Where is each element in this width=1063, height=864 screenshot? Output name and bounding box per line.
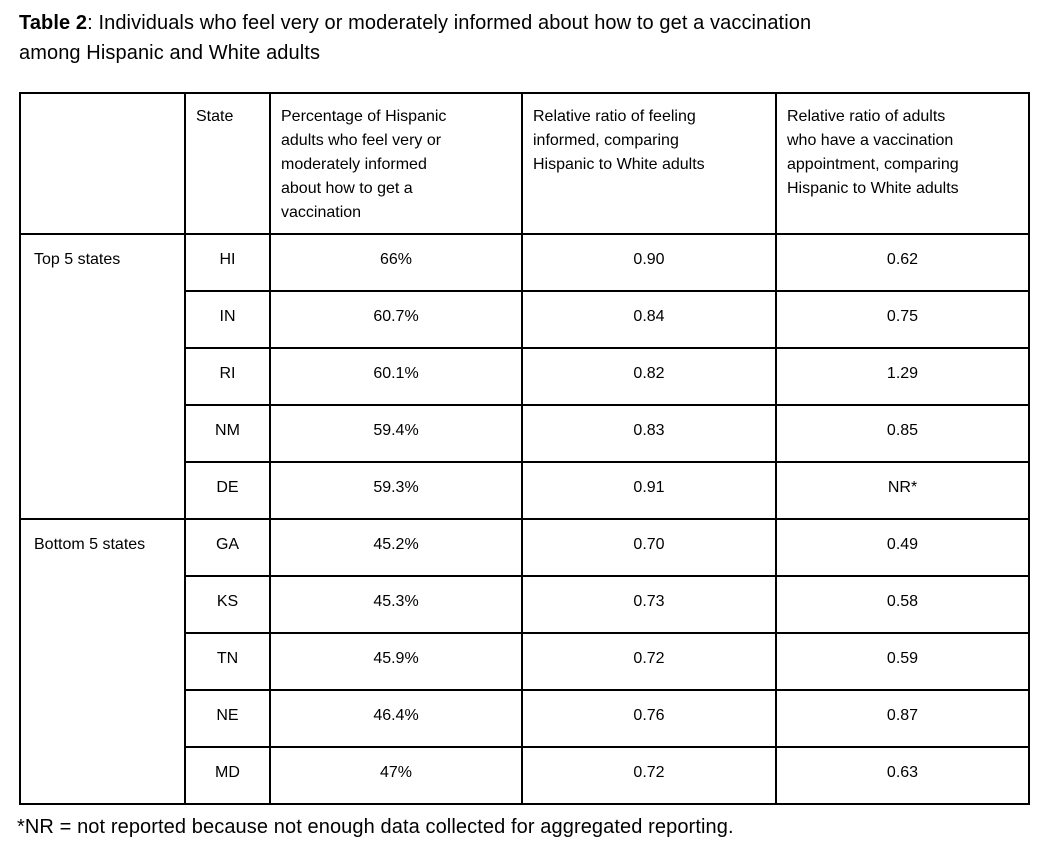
table-title-text-line2: among Hispanic and White adults <box>19 42 321 64</box>
ratio-appointment-cell: 0.75 <box>775 290 1030 349</box>
table-row: NM 59.4% 0.83 0.85 <box>20 404 1030 463</box>
ratio-appointment-cell: 0.62 <box>775 233 1030 292</box>
state-cell: NE <box>184 689 271 748</box>
table-footnote: *NR = not reported because not enough da… <box>17 814 1063 840</box>
column-header-state: State <box>184 92 271 235</box>
ratio-appointment-cell: 0.59 <box>775 632 1030 691</box>
ratio-appointment-cell: 0.85 <box>775 404 1030 463</box>
table-row: Top 5 states HI 66% 0.90 0.62 <box>19 233 1030 520</box>
table-row: NE 46.4% 0.76 0.87 <box>20 689 1030 748</box>
state-cell: KS <box>184 575 271 634</box>
percentage-cell: 45.2% <box>269 518 523 577</box>
table-row: MD 47% 0.72 0.63 <box>20 746 1030 805</box>
state-cell: IN <box>184 290 271 349</box>
footnote-text: NR = not reported because not enough dat… <box>24 816 734 838</box>
table-title: Table 2: Individuals who feel very or mo… <box>19 8 1009 68</box>
percentage-cell: 66% <box>269 233 523 292</box>
table-title-label: Table 2 <box>19 12 88 34</box>
corner-cell <box>19 92 186 235</box>
percentage-cell: 46.4% <box>269 689 523 748</box>
group-label-bottom5: Bottom 5 states <box>19 518 186 805</box>
ratio-informed-cell: 0.70 <box>521 518 777 577</box>
percentage-cell: 59.3% <box>269 461 523 520</box>
percentage-cell: 45.3% <box>269 575 523 634</box>
table-row: IN 60.7% 0.84 0.75 <box>20 290 1030 349</box>
column-header-percentage: Percentage of Hispanic adults who feel v… <box>269 92 523 235</box>
table-row: KS 45.3% 0.73 0.58 <box>20 575 1030 634</box>
percentage-cell: 60.1% <box>269 347 523 406</box>
ratio-informed-cell: 0.72 <box>521 746 777 805</box>
ratio-informed-cell: 0.76 <box>521 689 777 748</box>
data-table: State Percentage of Hispanic adults who … <box>19 92 1030 805</box>
ratio-appointment-cell: 0.58 <box>775 575 1030 634</box>
table-row: RI 60.1% 0.82 1.29 <box>20 347 1030 406</box>
table-title-text-line1: : Individuals who feel very or moderatel… <box>87 12 812 34</box>
ratio-appointment-cell: 1.29 <box>775 347 1030 406</box>
ratio-appointment-cell: 0.87 <box>775 689 1030 748</box>
percentage-cell: 59.4% <box>269 404 523 463</box>
state-cell: DE <box>184 461 271 520</box>
document-content: Table 2: Individuals who feel very or mo… <box>17 8 1063 840</box>
state-cell: NM <box>184 404 271 463</box>
ratio-informed-cell: 0.90 <box>521 233 777 292</box>
table-row: Bottom 5 states GA 45.2% 0.70 0.49 <box>19 518 1030 805</box>
ratio-informed-cell: 0.72 <box>521 632 777 691</box>
ratio-appointment-cell: 0.49 <box>775 518 1030 577</box>
percentage-cell: 60.7% <box>269 290 523 349</box>
state-cell: RI <box>184 347 271 406</box>
ratio-informed-cell: 0.73 <box>521 575 777 634</box>
table-row: TN 45.9% 0.72 0.59 <box>20 632 1030 691</box>
header-row: State Percentage of Hispanic adults who … <box>19 92 1030 235</box>
group-label-top5: Top 5 states <box>19 233 186 520</box>
column-header-ratio-informed: Relative ratio of feeling informed, comp… <box>521 92 777 235</box>
state-cell: HI <box>184 233 271 292</box>
ratio-appointment-cell: NR* <box>775 461 1030 520</box>
ratio-informed-cell: 0.91 <box>521 461 777 520</box>
state-cell: TN <box>184 632 271 691</box>
footnote-marker: * <box>17 816 25 838</box>
ratio-informed-cell: 0.83 <box>521 404 777 463</box>
state-cell: MD <box>184 746 271 805</box>
percentage-cell: 45.9% <box>269 632 523 691</box>
ratio-informed-cell: 0.84 <box>521 290 777 349</box>
state-cell: GA <box>184 518 271 577</box>
percentage-cell: 47% <box>269 746 523 805</box>
ratio-informed-cell: 0.82 <box>521 347 777 406</box>
column-header-ratio-appointment: Relative ratio of adults who have a vacc… <box>775 92 1030 235</box>
ratio-appointment-cell: 0.63 <box>775 746 1030 805</box>
table-row: DE 59.3% 0.91 NR* <box>20 461 1030 520</box>
